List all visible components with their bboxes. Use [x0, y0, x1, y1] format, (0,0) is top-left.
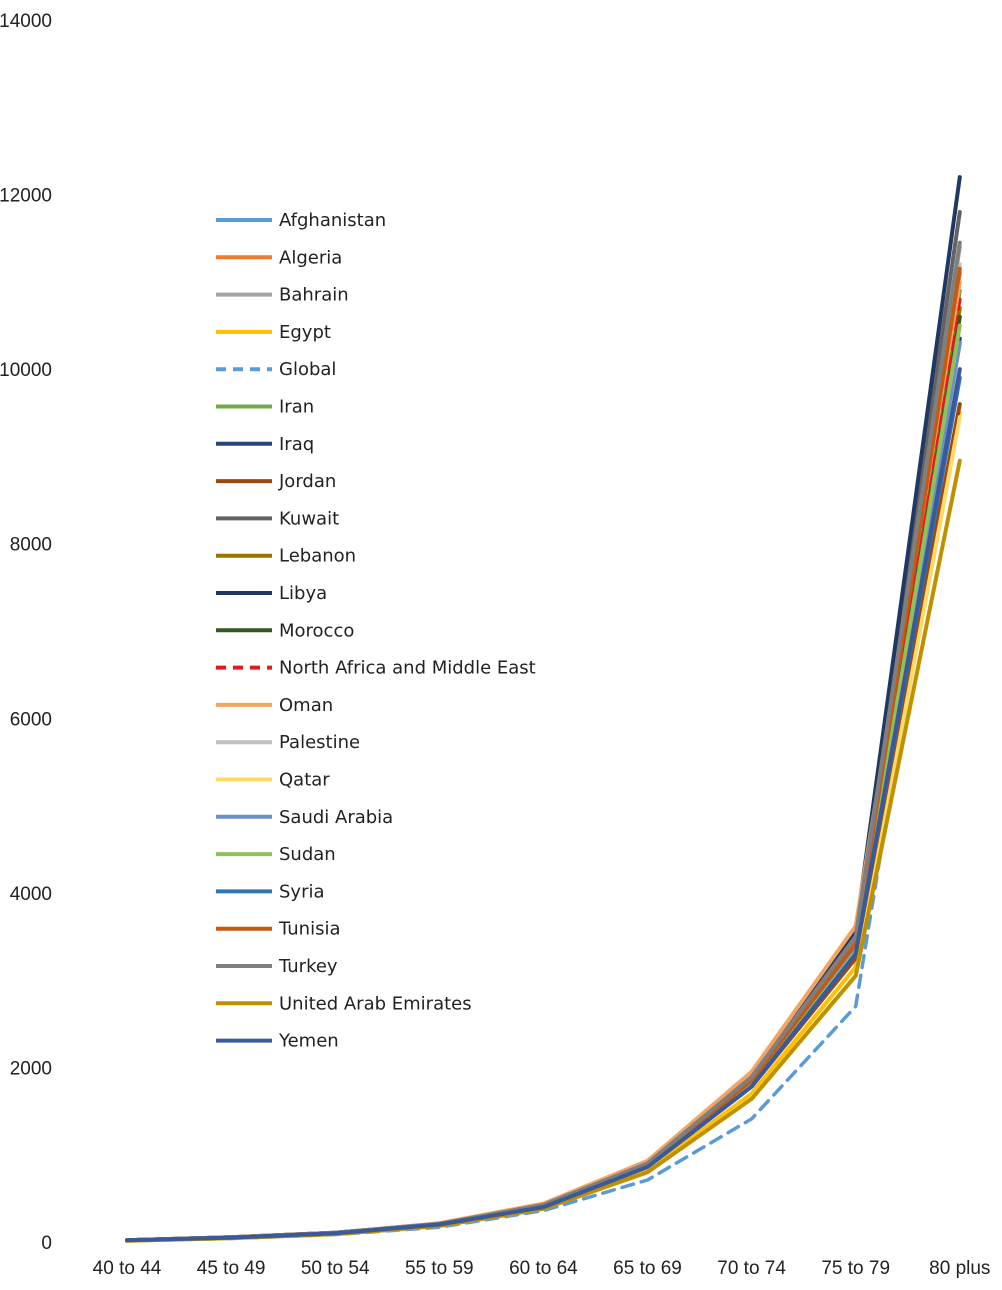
x-tick-label: 45 to 49 [197, 1258, 266, 1279]
legend-item: Afghanistan [216, 210, 386, 231]
legend-label: Turkey [278, 956, 338, 977]
legend-item: Kuwait [216, 508, 339, 529]
y-tick-label: 2000 [10, 1058, 52, 1079]
x-tick-label: 80 plus [929, 1258, 990, 1279]
x-tick-label: 50 to 54 [301, 1258, 370, 1279]
legend-item: United Arab Emirates [216, 993, 472, 1014]
legend-label: Jordan [278, 471, 336, 492]
legend-item: Saudi Arabia [216, 807, 393, 828]
legend-item: Lebanon [216, 546, 356, 567]
x-tick-label: 70 to 74 [717, 1258, 786, 1279]
series-line-iraq [125, 336, 962, 1243]
series-line-lebanon [125, 306, 962, 1243]
legend-label: Bahrain [279, 285, 349, 306]
x-tick-label: 65 to 69 [613, 1258, 682, 1279]
legend-label: Afghanistan [279, 210, 386, 231]
legend-item: Iraq [216, 434, 314, 455]
legend-item: Tunisia [216, 919, 341, 940]
legend-label: United Arab Emirates [279, 993, 472, 1014]
legend-label: Sudan [279, 844, 336, 865]
legend-item: Turkey [216, 956, 338, 977]
x-axis-ticks: 40 to 44 45 to 49 50 to 54 55 to 59 60 to 64… [93, 1258, 991, 1279]
legend-label: Yemen [278, 1031, 339, 1052]
legend-label: Libya [279, 583, 327, 604]
legend-label: Egypt [279, 322, 331, 343]
legend-item: Morocco [216, 620, 354, 641]
y-tick-label: 14000 [0, 11, 52, 32]
series-line-saudi-arabia [125, 341, 962, 1243]
legend-item: Oman [216, 695, 333, 716]
series-line-tunisia [125, 266, 962, 1243]
series-line-global [125, 367, 962, 1243]
series-line-yemen [125, 367, 962, 1243]
y-tick-label: 12000 [0, 186, 52, 207]
series-line-north-africa-and-middle-east [125, 297, 962, 1243]
y-tick-label: 0 [41, 1233, 52, 1254]
series-line-united-arab-emirates [125, 458, 962, 1243]
legend-label: Lebanon [279, 546, 356, 567]
legend: Afghanistan Algeria Bahrain Egypt Global Iran… [216, 210, 536, 1052]
legend-label: Iraq [279, 434, 314, 455]
legend-item: Iran [216, 397, 314, 418]
series-line-syria [125, 375, 962, 1243]
legend-label: Syria [279, 881, 325, 902]
legend-label: Global [279, 359, 336, 380]
legend-label: Algeria [279, 247, 342, 268]
series-line-libya [125, 175, 962, 1243]
x-tick-label: 75 to 79 [821, 1258, 890, 1279]
legend-label: Oman [279, 695, 333, 716]
y-tick-label: 4000 [10, 884, 52, 905]
legend-item: Syria [216, 881, 325, 902]
y-tick-label: 6000 [10, 709, 52, 730]
legend-item: Libya [216, 583, 327, 604]
legend-item: North Africa and Middle East [216, 658, 536, 679]
series-line-egypt [125, 410, 962, 1243]
legend-label: Iran [279, 397, 314, 418]
y-axis-ticks: 0 2000 4000 6000 8000 10000 12000 14000 [0, 11, 52, 1254]
series-line-jordan [125, 402, 962, 1243]
series-line-palestine [125, 262, 962, 1243]
legend-item: Global [216, 359, 336, 380]
series-line-sudan [125, 323, 962, 1243]
legend-item: Jordan [216, 471, 336, 492]
legend-item: Palestine [216, 732, 360, 753]
x-tick-label: 40 to 44 [93, 1258, 162, 1279]
series-line-iran [125, 288, 962, 1243]
legend-label: Qatar [279, 770, 330, 791]
legend-item: Egypt [216, 322, 331, 343]
series-lines [125, 175, 962, 1243]
legend-item: Bahrain [216, 285, 349, 306]
legend-label: Palestine [279, 732, 360, 753]
legend-item: Yemen [216, 1031, 339, 1052]
legend-label: Tunisia [278, 919, 341, 940]
legend-item: Qatar [216, 770, 330, 791]
y-tick-label: 8000 [10, 535, 52, 556]
legend-label: Saudi Arabia [279, 807, 393, 828]
series-line-algeria [125, 271, 962, 1243]
series-line-qatar [125, 415, 962, 1243]
legend-label: Kuwait [279, 508, 339, 529]
legend-label: North Africa and Middle East [279, 658, 536, 679]
x-tick-label: 55 to 59 [405, 1258, 474, 1279]
x-tick-label: 60 to 64 [509, 1258, 578, 1279]
y-tick-label: 10000 [0, 360, 52, 381]
series-line-kuwait [125, 210, 962, 1243]
series-line-oman [125, 279, 962, 1243]
legend-item: Sudan [216, 844, 336, 865]
legend-item: Algeria [216, 247, 342, 268]
legend-label: Morocco [279, 620, 354, 641]
series-line-afghanistan [125, 341, 962, 1243]
